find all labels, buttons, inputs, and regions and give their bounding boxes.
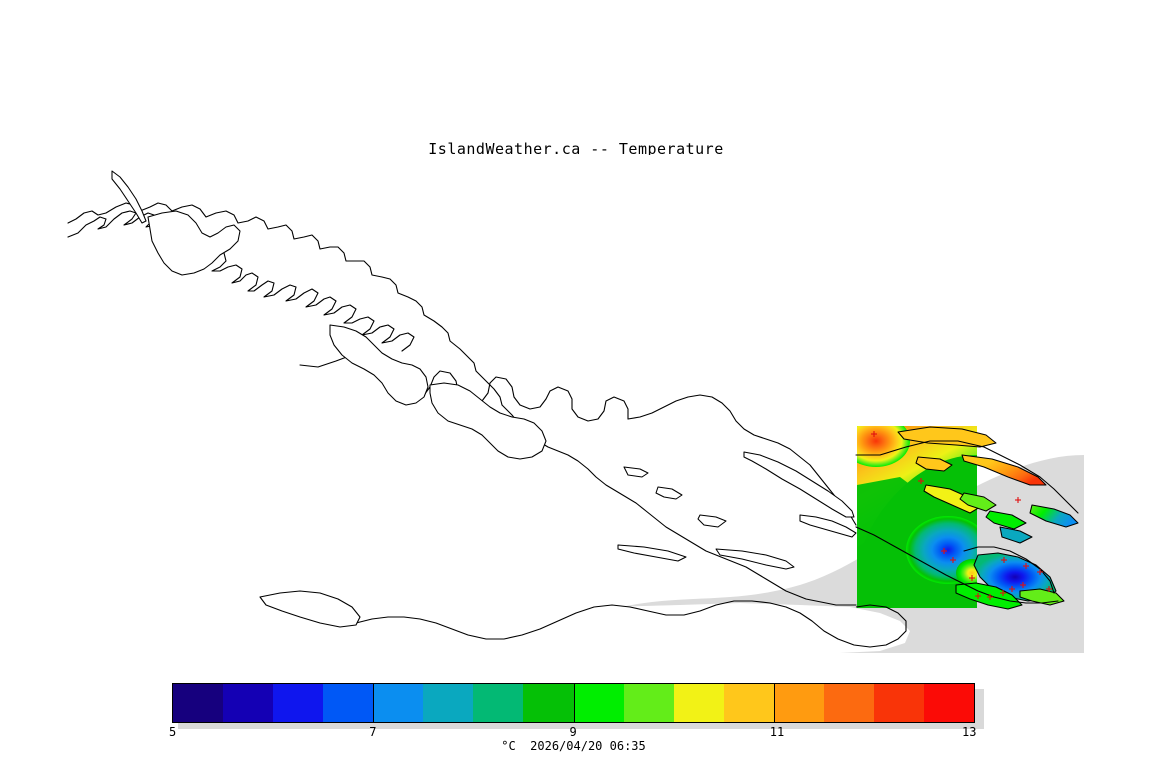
islet-mid-strait-c <box>623 466 649 478</box>
coastline-overlay-strokes <box>855 440 1079 604</box>
colorbar-swatch <box>623 684 674 722</box>
long-island-lasqueti <box>799 514 857 538</box>
islet-south-b <box>617 544 687 562</box>
tint-island-chain-warm <box>897 426 997 448</box>
station-markers-group <box>871 431 1052 600</box>
map-canvas[interactable] <box>0 155 1152 660</box>
temperature-overlay <box>857 426 977 608</box>
tint-island-green-1 <box>959 492 997 512</box>
colorbar-tick-label: 7 <box>369 725 377 739</box>
tint-island-chain-warm-2 <box>961 454 1047 486</box>
southeast-land-group <box>68 590 910 653</box>
tint-island-warm-4 <box>923 484 981 514</box>
station-marker <box>918 478 924 484</box>
colorbar-swatch <box>223 684 274 722</box>
tint-southeast-green <box>955 582 1023 610</box>
station-marker <box>1009 586 1015 592</box>
station-marker <box>941 548 947 554</box>
temperature-colorbar[interactable] <box>172 683 975 723</box>
islet-nw <box>111 170 147 224</box>
station-marker <box>987 594 993 600</box>
station-marker <box>871 431 877 437</box>
colorbar-tick-labels: 5 7 9 11 13 <box>169 725 977 741</box>
tint-island-cool-2 <box>985 510 1027 530</box>
coastline-detail-group <box>111 170 857 570</box>
south-mainland <box>68 599 910 653</box>
page-title: IslandWeather.ca -- Temperature <box>428 140 724 158</box>
station-marker <box>950 557 956 563</box>
islet-mid-strait-a <box>655 486 683 500</box>
tint-island-warm-3 <box>915 456 953 472</box>
north-coastline <box>67 210 415 352</box>
colorbar-swatch <box>273 684 324 722</box>
tint-island-cool-1 <box>1029 504 1079 528</box>
colorbar-tick-label: 9 <box>569 725 577 739</box>
south-mainland-coast <box>355 600 907 648</box>
north-archipelago <box>147 210 241 276</box>
overlay-warm-blob <box>857 426 910 467</box>
colorbar-swatch <box>723 684 774 722</box>
colorbar-swatch <box>573 684 624 722</box>
colorbar-swatch <box>423 684 474 722</box>
colorbar-swatch <box>523 684 574 722</box>
central-inlet <box>329 324 429 406</box>
map-panel[interactable] <box>0 155 1152 660</box>
colorbar-swatch <box>823 684 874 722</box>
colorbar-swatch <box>773 684 824 722</box>
colorbar-swatch <box>673 684 724 722</box>
long-island-texada <box>743 451 855 518</box>
station-marker <box>1001 557 1007 563</box>
east-coast <box>627 394 857 526</box>
tint-island-cool-3 <box>999 526 1033 544</box>
tint-southeast-green-2 <box>1019 588 1065 606</box>
colorbar-tick-label: 11 <box>769 725 785 739</box>
station-marker <box>1037 569 1043 575</box>
colorbar-caption: °C 2026/04/20 06:35 <box>501 739 646 753</box>
station-marker <box>1000 590 1006 596</box>
islet-south-a <box>715 548 795 570</box>
northwest-coast <box>67 202 503 406</box>
station-marker <box>1015 497 1021 503</box>
southwest-coast <box>501 404 857 606</box>
south-peninsula <box>259 590 361 628</box>
colorbar-swatch <box>323 684 374 722</box>
temperature-island-tints <box>897 426 1079 610</box>
south-inlet-complex <box>429 382 547 460</box>
colorbar-swatch <box>923 684 974 722</box>
colorbar-tick-label: 13 <box>962 725 977 739</box>
colorbar-swatch <box>473 684 524 722</box>
station-marker <box>975 593 981 599</box>
station-marker <box>1023 563 1029 569</box>
islet-mid-strait-b <box>697 514 727 528</box>
colorbar-tick-label: 5 <box>169 725 177 739</box>
station-marker <box>1020 582 1026 588</box>
station-marker <box>969 575 975 581</box>
colorbar-swatch <box>373 684 424 722</box>
colorbar-region[interactable]: 5 7 9 11 13 °C 2026/04/20 06:35 <box>169 683 984 753</box>
colorbar-swatch <box>173 684 224 722</box>
station-marker <box>1046 586 1052 592</box>
colorbar-swatch <box>873 684 924 722</box>
